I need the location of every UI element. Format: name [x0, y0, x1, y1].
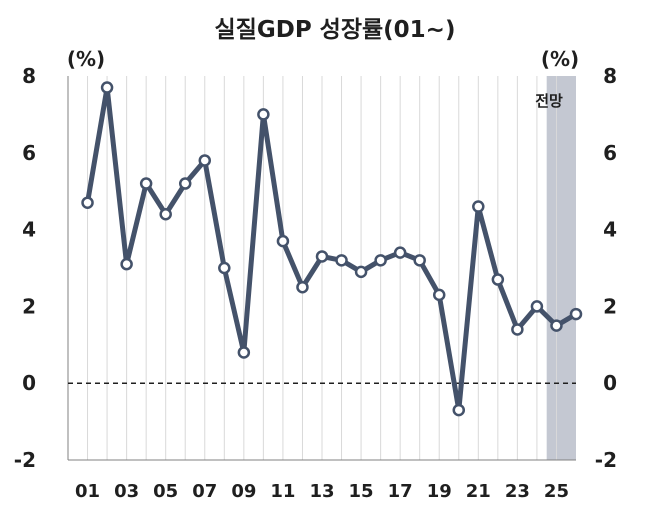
- y-tick-label-right: 4: [603, 218, 617, 242]
- forecast-label: 전망: [535, 92, 563, 110]
- data-point: [530, 300, 544, 313]
- data-point: [550, 319, 563, 332]
- y-tick-label-right: 6: [603, 141, 617, 165]
- x-tick-label: 03: [114, 481, 139, 502]
- right-unit-label: (%): [541, 47, 579, 71]
- data-point: [218, 261, 231, 275]
- y-tick-label-right: 8: [603, 64, 617, 88]
- data-point: [335, 254, 348, 267]
- y-tick-label-right: 0: [603, 371, 617, 395]
- x-tick-label: 05: [153, 481, 178, 502]
- data-point: [413, 254, 426, 267]
- x-tick-label: 01: [75, 481, 100, 502]
- data-point: [374, 254, 387, 267]
- data-point: [511, 323, 524, 336]
- data-point: [315, 250, 329, 263]
- data-point: [198, 154, 212, 167]
- chart-title: 실질GDP 성장률(01~): [215, 17, 456, 43]
- data-point: [452, 403, 466, 417]
- y-tick-label-right: 2: [603, 294, 617, 318]
- y-tick-label-right: -2: [595, 448, 617, 472]
- x-tick-label: 11: [270, 481, 295, 502]
- y-tick-label-left: 2: [22, 294, 36, 318]
- y-tick-label-left: 8: [22, 64, 36, 88]
- data-point: [159, 207, 172, 221]
- data-point: [491, 273, 505, 286]
- x-tick-label: 25: [544, 481, 569, 502]
- data-point: [276, 234, 290, 248]
- y-tick-label-left: -2: [14, 448, 36, 472]
- data-point: [139, 177, 153, 190]
- data-point: [178, 177, 192, 190]
- x-tick-label: 15: [349, 481, 374, 502]
- data-point: [100, 81, 114, 94]
- x-tick-label: 17: [388, 481, 413, 502]
- x-tick-label: 13: [309, 481, 334, 502]
- data-point: [354, 265, 368, 279]
- x-tick-label: 21: [466, 481, 491, 502]
- x-tick-label: 07: [192, 481, 217, 502]
- data-point: [296, 280, 309, 294]
- data-point: [257, 108, 270, 121]
- right-y-ticks: 8 6 4 2 0 -2: [595, 64, 617, 472]
- x-tick-label: 23: [505, 481, 530, 502]
- data-point: [120, 257, 133, 271]
- data-point: [472, 200, 485, 213]
- data-points: [81, 81, 583, 417]
- forecast-shade: [546, 76, 576, 460]
- data-point: [237, 346, 251, 359]
- y-tick-label-left: 6: [22, 141, 36, 165]
- data-point: [569, 307, 583, 321]
- left-y-ticks: 8 6 4 2 0 -2: [14, 64, 36, 472]
- data-point: [393, 246, 407, 259]
- data-point: [81, 196, 94, 209]
- data-point: [432, 288, 446, 302]
- x-tick-label: 19: [427, 481, 452, 502]
- x-tick-label: 09: [231, 481, 256, 502]
- x-ticks: 01 03 05 07 09 11 13 15 17 19 21 23 25: [75, 481, 569, 502]
- left-unit-label: (%): [67, 47, 105, 71]
- vertical-gridlines: [87, 76, 557, 460]
- y-tick-label-left: 0: [22, 371, 36, 395]
- y-tick-label-left: 4: [22, 218, 36, 242]
- gdp-growth-line: [85, 85, 579, 413]
